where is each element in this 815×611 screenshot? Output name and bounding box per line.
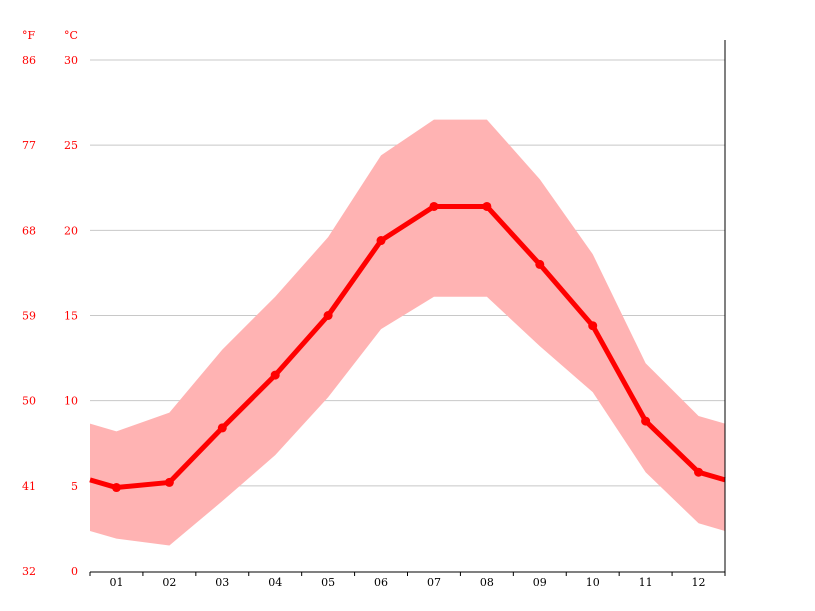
- y-tick-label-fahrenheit: 41: [22, 480, 36, 493]
- y-tick-label-celsius: 25: [64, 139, 78, 152]
- y-tick-label-fahrenheit: 59: [22, 310, 36, 323]
- x-tick-label: 04: [268, 576, 282, 589]
- min-max-range-band: [90, 119, 725, 546]
- x-tick-label: 11: [639, 576, 653, 589]
- mean-point: [217, 423, 227, 433]
- mean-point: [270, 370, 280, 380]
- x-tick-label: 01: [109, 576, 123, 589]
- mean-point: [641, 416, 651, 426]
- x-tick-label: 06: [374, 576, 388, 589]
- celsius-unit-label: °C: [64, 29, 78, 42]
- mean-point: [588, 321, 598, 331]
- x-tick-label: 10: [586, 576, 600, 589]
- y-tick-label-fahrenheit: 86: [22, 54, 36, 67]
- mean-point: [111, 483, 121, 493]
- x-tick-label: 03: [215, 576, 229, 589]
- y-tick-label-celsius: 30: [64, 54, 78, 67]
- fahrenheit-unit-label: °F: [22, 29, 36, 42]
- y-tick-label-fahrenheit: 50: [22, 395, 36, 408]
- x-tick-label: 09: [533, 576, 547, 589]
- y-tick-label-celsius: 10: [64, 395, 78, 408]
- mean-temperature-line: [89, 203, 726, 491]
- mean-point: [376, 236, 386, 246]
- x-tick-label: 02: [162, 576, 176, 589]
- x-tick-label: 12: [692, 576, 706, 589]
- mean-point: [535, 259, 545, 269]
- x-tick-label: 07: [427, 576, 441, 589]
- mean-point: [164, 477, 174, 487]
- y-tick-label-celsius: 15: [64, 310, 78, 323]
- mean-point: [694, 467, 704, 477]
- y-tick-label-celsius: 0: [71, 565, 78, 578]
- y-tick-label-fahrenheit: 68: [22, 224, 36, 237]
- mean-point: [429, 201, 439, 211]
- x-tick-label: 08: [480, 576, 494, 589]
- y-tick-label-fahrenheit: 77: [22, 139, 36, 152]
- y-tick-label-celsius: 20: [64, 224, 78, 237]
- y-tick-label-fahrenheit: 32: [22, 565, 36, 578]
- y-tick-label-celsius: 5: [71, 480, 78, 493]
- mean-point: [323, 311, 333, 320]
- mean-point: [482, 201, 492, 211]
- x-tick-label: 05: [321, 576, 335, 589]
